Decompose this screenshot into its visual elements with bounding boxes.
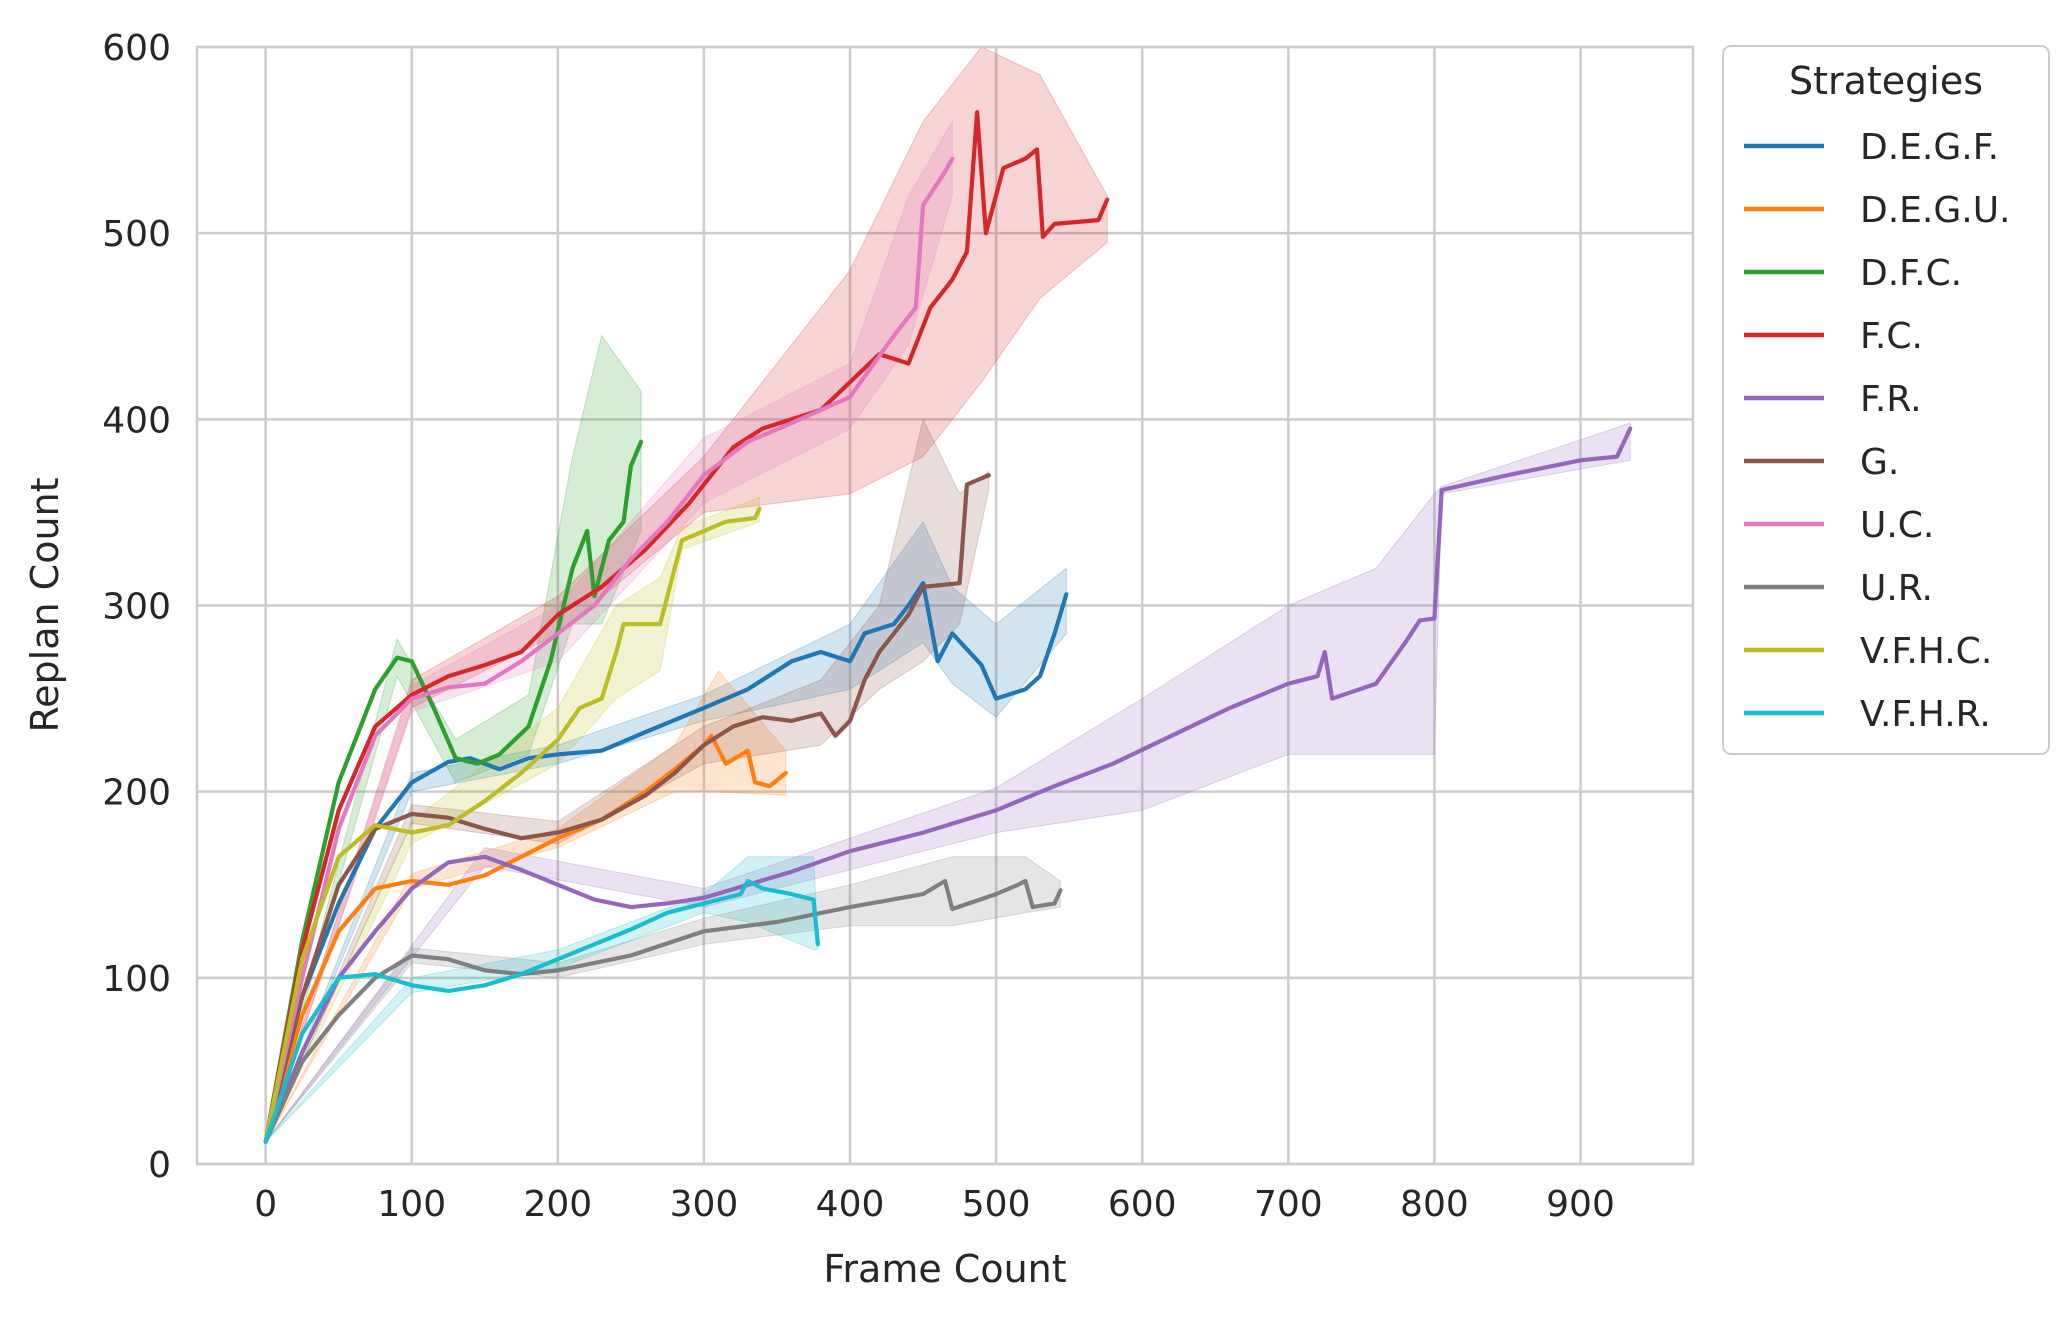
legend-label: F.C. [1860, 316, 1923, 357]
x-axis-label: Frame Count [823, 1247, 1066, 1291]
legend-label: D.E.G.U. [1860, 190, 2011, 231]
y-tick-label: 100 [102, 959, 171, 1000]
x-tick-label: 300 [670, 1184, 739, 1225]
x-tick-label: 900 [1546, 1184, 1615, 1225]
legend-label: V.F.H.R. [1860, 694, 1991, 735]
legend-box [1722, 45, 2050, 755]
series-band-D.F.C. [265, 334, 642, 1142]
x-tick-label: 100 [377, 1184, 446, 1225]
y-axis-label: Replan Count [23, 477, 67, 732]
x-tick-label: 400 [816, 1184, 885, 1225]
y-tick-label: 0 [148, 1145, 171, 1186]
x-tick-label: 800 [1400, 1184, 1469, 1225]
y-tick-label: 600 [102, 28, 171, 69]
x-tick-label: 500 [962, 1184, 1031, 1225]
legend-label: U.R. [1860, 568, 1933, 609]
legend-label: F.R. [1860, 379, 1922, 420]
series-band-G. [265, 417, 990, 1142]
series-line-D.F.C. [263, 439, 644, 1144]
legend-label: D.F.C. [1860, 253, 1962, 294]
y-tick-label: 200 [102, 773, 171, 814]
y-tick-label: 300 [102, 587, 171, 628]
legend: Strategies D.E.G.F. D.E.G.U. D.F.C. F.C. F.R… [1722, 45, 2050, 755]
series-line-V.F.H.C. [263, 506, 762, 1144]
legend-title: Strategies [1789, 59, 1983, 103]
x-tick-label: 200 [523, 1184, 592, 1225]
x-tick-label: 0 [254, 1184, 277, 1225]
plot-frame [195, 45, 1695, 1166]
legend-label: U.C. [1860, 505, 1934, 546]
y-tick-label: 400 [102, 400, 171, 441]
series-line-U.R. [263, 878, 1063, 1144]
series-band-F.R. [265, 422, 1631, 1143]
x-tick-label: 600 [1108, 1184, 1177, 1225]
series-band-F.C. [265, 46, 1108, 1142]
series-line-V.F.H.R. [263, 878, 821, 1144]
tick-labels: 0 100 200 300 400 500 600 700 800 900 0 100 200 300 40… [102, 28, 1615, 1225]
series-line-F.R. [263, 426, 1633, 1144]
legend-label: D.E.G.F. [1860, 127, 1999, 168]
series-line-D.E.G.F. [263, 581, 1069, 1144]
series-line-U.C. [263, 156, 955, 1144]
series-lines [263, 110, 1633, 1144]
x-tick-label: 700 [1254, 1184, 1323, 1225]
legend-label: G. [1860, 442, 1899, 483]
y-tick-label: 500 [102, 214, 171, 255]
legend-label: V.F.H.C. [1860, 631, 1992, 672]
series-line-G. [263, 473, 991, 1144]
